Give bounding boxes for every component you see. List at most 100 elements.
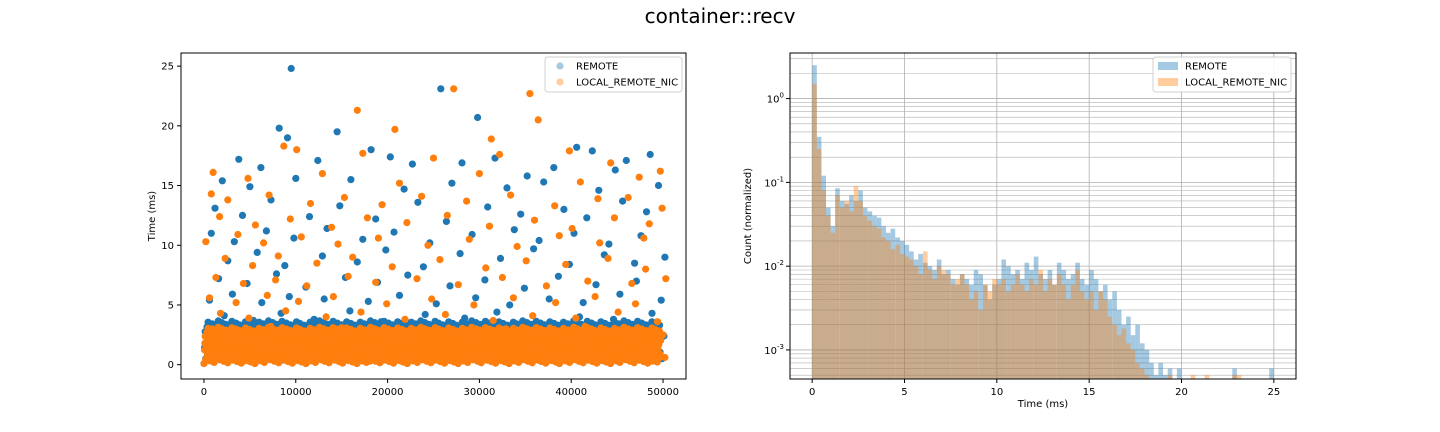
legend-label: LOCAL_REMOTE_NIC [576,78,678,89]
hist-bar [987,299,993,379]
hist-bar [1084,299,1090,379]
scatter-point [322,313,330,321]
hist-bar [1052,284,1057,379]
hist-bar [946,274,951,379]
scatter-point [520,284,529,292]
scatter-point [244,174,252,182]
scatter-point [283,134,292,142]
histogram-axes-frame [789,52,1297,380]
legend-marker [1158,78,1178,86]
scatter-point [249,262,257,270]
hist-bar [816,149,822,379]
hist-bar [895,244,900,379]
scatter-point [530,245,538,253]
hist-bar [992,284,997,379]
scatter-point [503,184,511,192]
scatter-point [588,147,596,155]
scatter-point [216,213,224,221]
scatter-point [465,235,473,243]
scatter-point [218,177,226,185]
scatter-point [265,191,273,199]
hist-bar [1079,279,1085,379]
scatter-point [432,300,440,308]
scatter-point [653,318,662,326]
hist-bar [881,226,886,379]
scatter-point [275,124,283,132]
hist-bar [1024,291,1030,379]
scatter-point [211,204,219,212]
scatter-point [510,226,518,234]
hist-bar [1204,375,1210,379]
scatter-point [616,290,624,298]
hist-bar [1140,368,1145,379]
scatter-point [404,271,412,279]
scatter-point [260,239,268,247]
hist-bar [1019,284,1025,379]
x-tick-label: 10000 [280,387,312,398]
scatter-point [596,239,604,247]
x-tick-label: 40000 [555,387,587,398]
hist-bar [812,65,817,379]
scatter-point [594,195,602,203]
hist-bar [1089,270,1094,379]
scatter-point [648,309,656,317]
hist-bar [1001,259,1006,379]
hist-bar [1232,375,1237,379]
scatter-point [551,202,559,210]
scatter-point [239,279,247,288]
hist-bar [1052,284,1057,379]
scatter-point [523,172,531,180]
scatter-point [619,197,627,205]
scatter-point [592,281,600,289]
scatter-point [463,197,471,205]
scatter-point [374,234,382,242]
hist-bar [1075,270,1080,379]
x-tick-label: 5 [901,387,907,398]
y-tick-label: 0 [168,360,174,371]
scatter-point [262,227,270,235]
scatter-point [372,278,380,286]
scatter-point [640,234,648,242]
hist-bar [941,274,946,379]
scatter-point [367,146,375,154]
hist-bar [918,253,923,379]
legend-box [1152,56,1292,93]
hist-bar [1163,375,1168,379]
scatter-point [306,199,315,208]
legend-label: LOCAL_REMOTE_NIC [1185,78,1287,89]
scatter-point [487,135,495,143]
hist-bar [964,284,970,379]
hist-bar [969,299,974,379]
scatter-point [656,167,664,175]
scatter-point [661,253,669,261]
hist-bar [1066,279,1071,379]
hist-bar [876,228,882,379]
hist-bar [1047,270,1053,379]
scatter-point [604,254,612,262]
hist-bar [1140,343,1145,379]
scatter-point [353,258,361,266]
x-tick-label: 20 [1175,387,1188,398]
scatter-point [529,312,537,320]
scatter-point [642,208,651,216]
hist-bar [1116,310,1122,379]
hist-bar [839,201,845,379]
scatter-point [498,273,506,282]
hist-bar [1107,299,1113,379]
scatter-legend: REMOTE LOCAL_REMOTE_NIC [544,56,683,93]
hist-bar [1103,284,1108,379]
hist-bar [1033,256,1039,379]
hist-bar [1084,284,1090,379]
x-tick-label: 50000 [647,387,679,398]
scatter-point [209,168,217,176]
scatter-point [292,174,300,182]
hist-bar [1135,362,1140,379]
scatter-point [378,201,386,209]
scatter-point [442,217,450,225]
scatter-point [507,191,515,199]
hist-bar [946,270,951,379]
scatter-point [221,254,229,262]
scatter-point [509,294,517,302]
scatter-point [207,190,215,198]
hist-series-local-remote-nic [812,83,1242,380]
